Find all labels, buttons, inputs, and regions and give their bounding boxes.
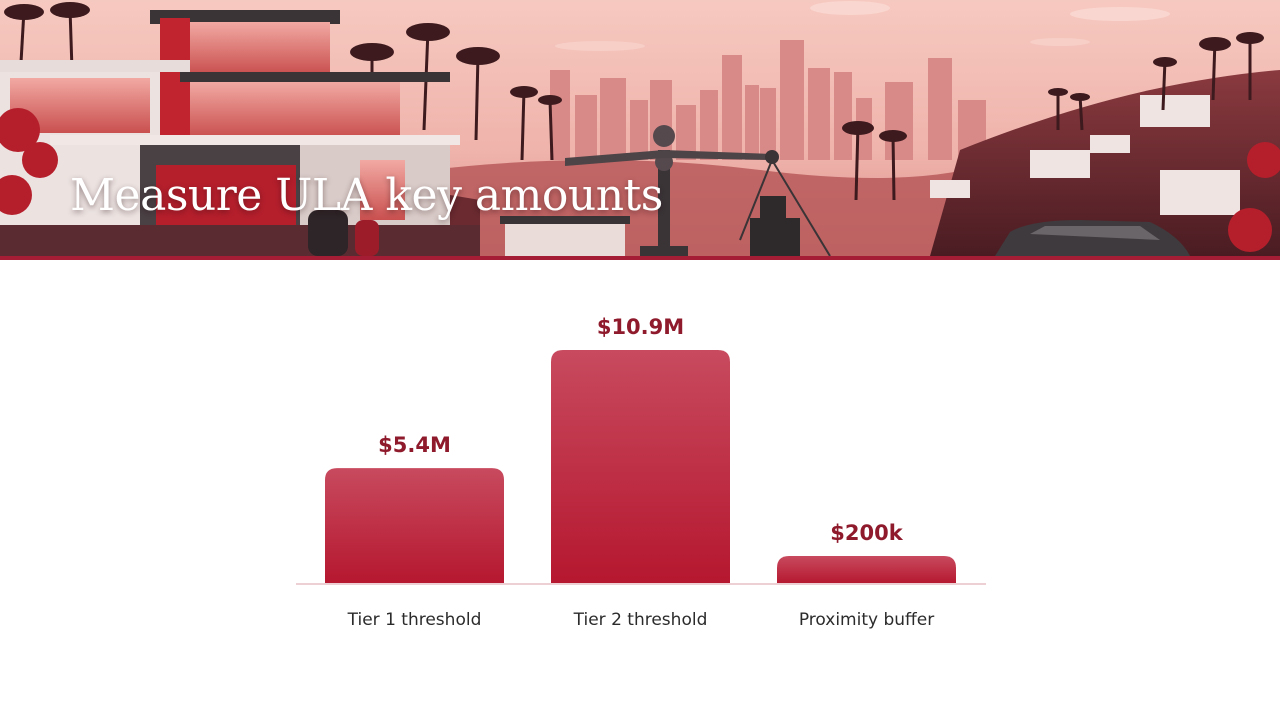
bar-3: [777, 556, 956, 584]
bar-2: [551, 350, 730, 584]
bar-1: [325, 468, 504, 584]
bars-layer: [325, 350, 956, 584]
balance-scale-icon: [565, 125, 831, 256]
hero-scene: [0, 0, 1280, 256]
car-icon: [995, 220, 1190, 256]
bar-value-label: $5.4M: [378, 433, 451, 457]
bar-chart: $5.4M Tier 1 threshold $10.9M Tier 2 thresh…: [0, 260, 1280, 720]
category-label: Tier 1 threshold: [347, 610, 482, 630]
category-label: Tier 2 threshold: [573, 610, 708, 630]
hero-divider: [0, 256, 1280, 260]
category-label: Proximity buffer: [799, 610, 934, 630]
slide-title: Measure ULA key amounts: [70, 170, 663, 221]
hero-illustration: [0, 0, 1280, 256]
labels-layer: $5.4M Tier 1 threshold $10.9M Tier 2 thresh…: [347, 315, 935, 630]
bar-value-label: $200k: [830, 521, 903, 545]
bar-chart-svg: $5.4M Tier 1 threshold $10.9M Tier 2 thresh…: [296, 315, 986, 630]
bar-value-label: $10.9M: [597, 315, 684, 339]
city-skyline-icon: [550, 40, 986, 160]
